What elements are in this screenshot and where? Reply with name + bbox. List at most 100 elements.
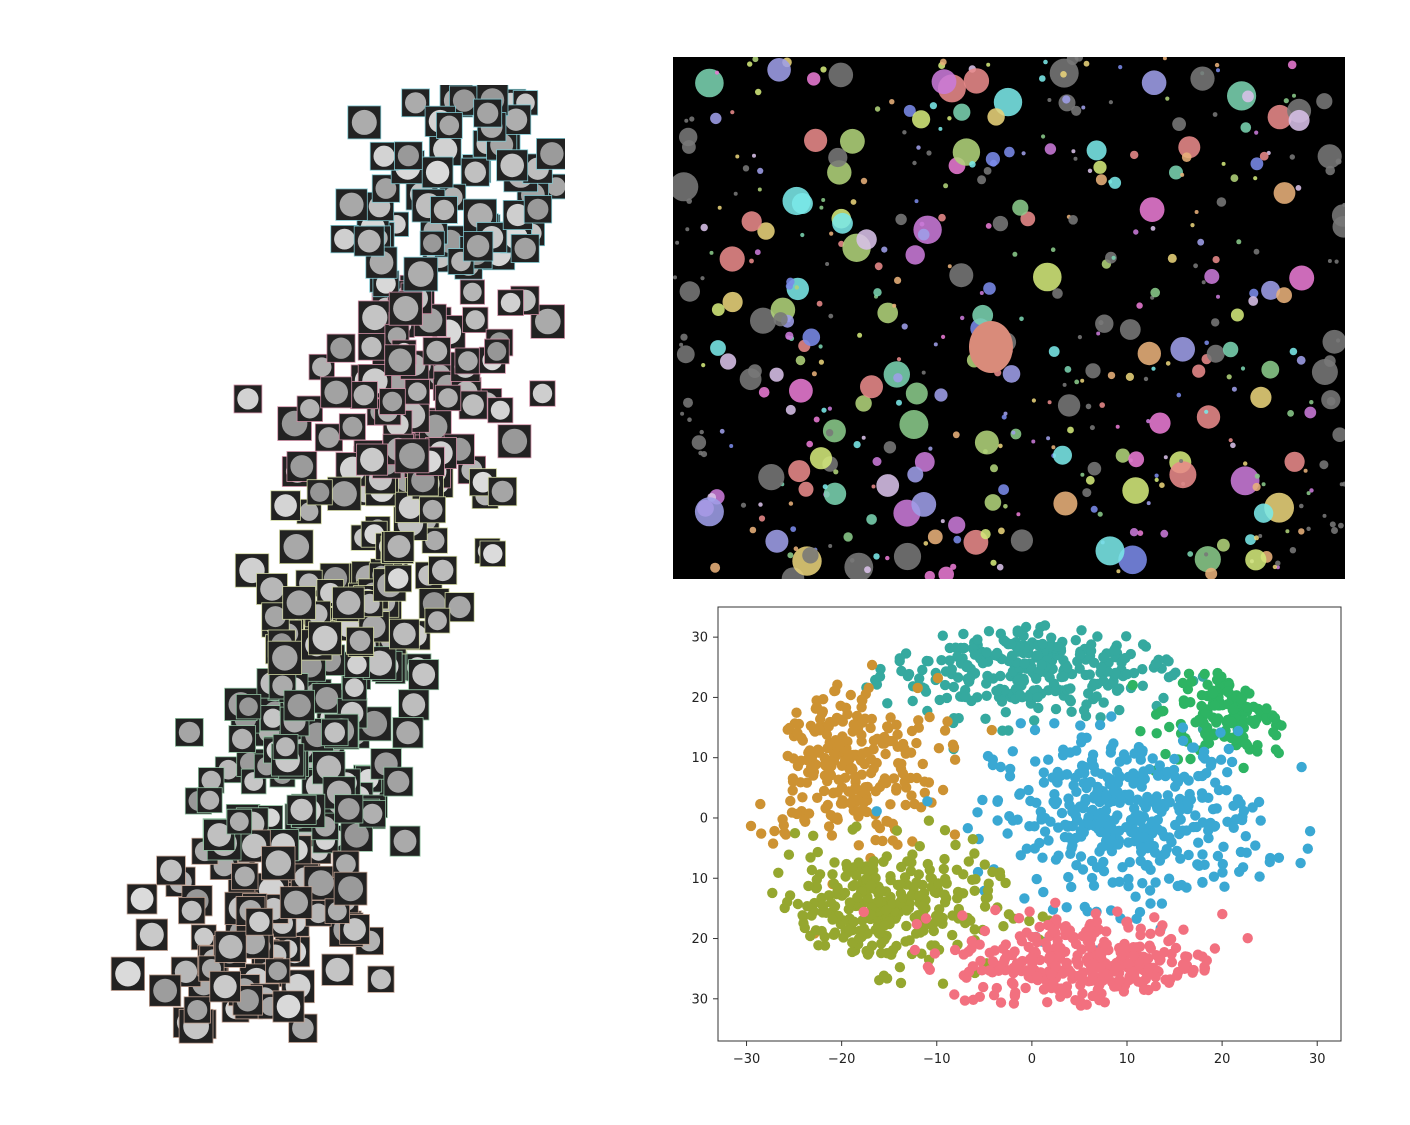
segmented-cell bbox=[1019, 316, 1024, 322]
cell-tile bbox=[335, 188, 368, 221]
scatter-point bbox=[1186, 676, 1197, 687]
scatter-point bbox=[913, 715, 924, 726]
scatter-point bbox=[1170, 771, 1181, 783]
cell-tile bbox=[384, 344, 416, 376]
segmented-cell bbox=[1085, 475, 1095, 485]
scatter-point bbox=[1222, 767, 1233, 778]
segmented-cell bbox=[1230, 466, 1260, 496]
scatter-point bbox=[946, 664, 957, 675]
scatter-point bbox=[851, 870, 862, 881]
scatter-point bbox=[1174, 828, 1185, 840]
scatter-point bbox=[1029, 715, 1040, 726]
scatter-point bbox=[1086, 755, 1098, 766]
segmented-cell bbox=[1243, 461, 1248, 466]
cell-tile bbox=[126, 883, 158, 915]
scatter-point bbox=[987, 866, 998, 878]
segmented-cell bbox=[934, 388, 948, 402]
scatter-point bbox=[1035, 806, 1046, 817]
scatter-point bbox=[1295, 857, 1306, 869]
segmented-cell bbox=[1250, 157, 1264, 171]
scatter-point bbox=[948, 681, 959, 693]
segmented-cell bbox=[855, 395, 872, 412]
scatter-point bbox=[1164, 832, 1175, 843]
segmented-cell bbox=[828, 544, 833, 548]
segmented-cell bbox=[940, 519, 945, 524]
scatter-point bbox=[1084, 921, 1095, 932]
montage-canvas bbox=[110, 83, 637, 1044]
scatter-point bbox=[1135, 929, 1146, 941]
cell-tile bbox=[272, 990, 305, 1023]
cell-tile bbox=[398, 689, 430, 721]
scatter-point bbox=[1003, 909, 1015, 920]
cell-tile bbox=[196, 787, 223, 814]
scatter-point bbox=[937, 978, 949, 989]
scatter-point bbox=[818, 785, 830, 797]
segmented-cell bbox=[1285, 529, 1290, 534]
segmented-cell bbox=[1322, 329, 1347, 354]
segmented-cell bbox=[1187, 551, 1194, 557]
segmented-cell bbox=[1080, 378, 1085, 383]
scatter-point bbox=[1070, 995, 1081, 1006]
scatter-point bbox=[1157, 920, 1168, 931]
scatter-point bbox=[1250, 840, 1261, 851]
segmented-cell bbox=[680, 411, 685, 416]
scatter-point bbox=[1053, 641, 1064, 652]
scatter-point bbox=[1024, 821, 1035, 832]
scatter-point bbox=[909, 798, 920, 810]
scatter-point bbox=[1226, 716, 1237, 727]
scatter-point bbox=[885, 712, 896, 723]
scatter-point bbox=[967, 834, 978, 845]
scatter-point bbox=[876, 947, 887, 959]
segmented-cell bbox=[1004, 146, 1015, 158]
cell-tile bbox=[135, 918, 168, 951]
segmented-cell bbox=[694, 497, 724, 527]
scatter-point bbox=[1087, 681, 1098, 692]
scatter-point bbox=[843, 786, 854, 797]
segmented-cell bbox=[1267, 104, 1292, 130]
segmented-cell bbox=[1003, 504, 1008, 509]
scatter-point bbox=[1049, 718, 1060, 729]
scatter-point bbox=[929, 948, 941, 959]
scatter-point bbox=[952, 651, 963, 662]
scatter-point bbox=[1127, 679, 1138, 691]
segmented-cell bbox=[1080, 472, 1085, 477]
x-tick-label: −30 bbox=[733, 1052, 760, 1067]
scatter-point bbox=[887, 835, 899, 846]
segmented-cell bbox=[1214, 62, 1220, 68]
scatter-point bbox=[815, 713, 826, 725]
x-axis-ticks: −30 −20 −10 0 10 20 30 bbox=[733, 1041, 1325, 1067]
segmented-cell bbox=[998, 484, 1009, 495]
scatter-point bbox=[923, 777, 935, 788]
scatter-point bbox=[871, 819, 882, 830]
scatter-point bbox=[1190, 810, 1201, 821]
segmented-cell bbox=[1053, 445, 1072, 465]
segmented-cell bbox=[1230, 308, 1244, 322]
segmented-cell bbox=[927, 529, 943, 545]
segmented-cell bbox=[885, 555, 890, 561]
scatter-point bbox=[1165, 974, 1176, 985]
segmented-cell bbox=[901, 323, 908, 330]
scatter-point bbox=[1143, 963, 1155, 974]
scatter-point bbox=[1065, 683, 1076, 694]
scatter-point bbox=[1092, 631, 1103, 642]
scatter-point bbox=[795, 777, 806, 788]
scatter-point bbox=[1120, 822, 1132, 833]
segmented-cell bbox=[1252, 482, 1261, 492]
segmented-cell bbox=[1216, 294, 1220, 299]
scatter-point bbox=[984, 947, 995, 958]
scatter-point bbox=[1273, 747, 1284, 759]
segmented-cell bbox=[1194, 210, 1199, 214]
y-tick-label: −10 bbox=[690, 872, 708, 887]
cell-tile bbox=[496, 149, 529, 182]
scatter-point bbox=[1121, 754, 1132, 765]
scatter-point bbox=[1030, 756, 1041, 767]
scatter-point bbox=[1066, 881, 1077, 893]
scatter-point bbox=[969, 848, 980, 859]
segmented-cell bbox=[939, 58, 947, 66]
segmented-cell bbox=[816, 300, 823, 307]
scatter-point bbox=[937, 784, 949, 796]
segmented-cell bbox=[996, 563, 1004, 571]
segmented-cell bbox=[1196, 405, 1221, 429]
scatter-point bbox=[891, 719, 902, 730]
scatter-point bbox=[838, 932, 849, 943]
